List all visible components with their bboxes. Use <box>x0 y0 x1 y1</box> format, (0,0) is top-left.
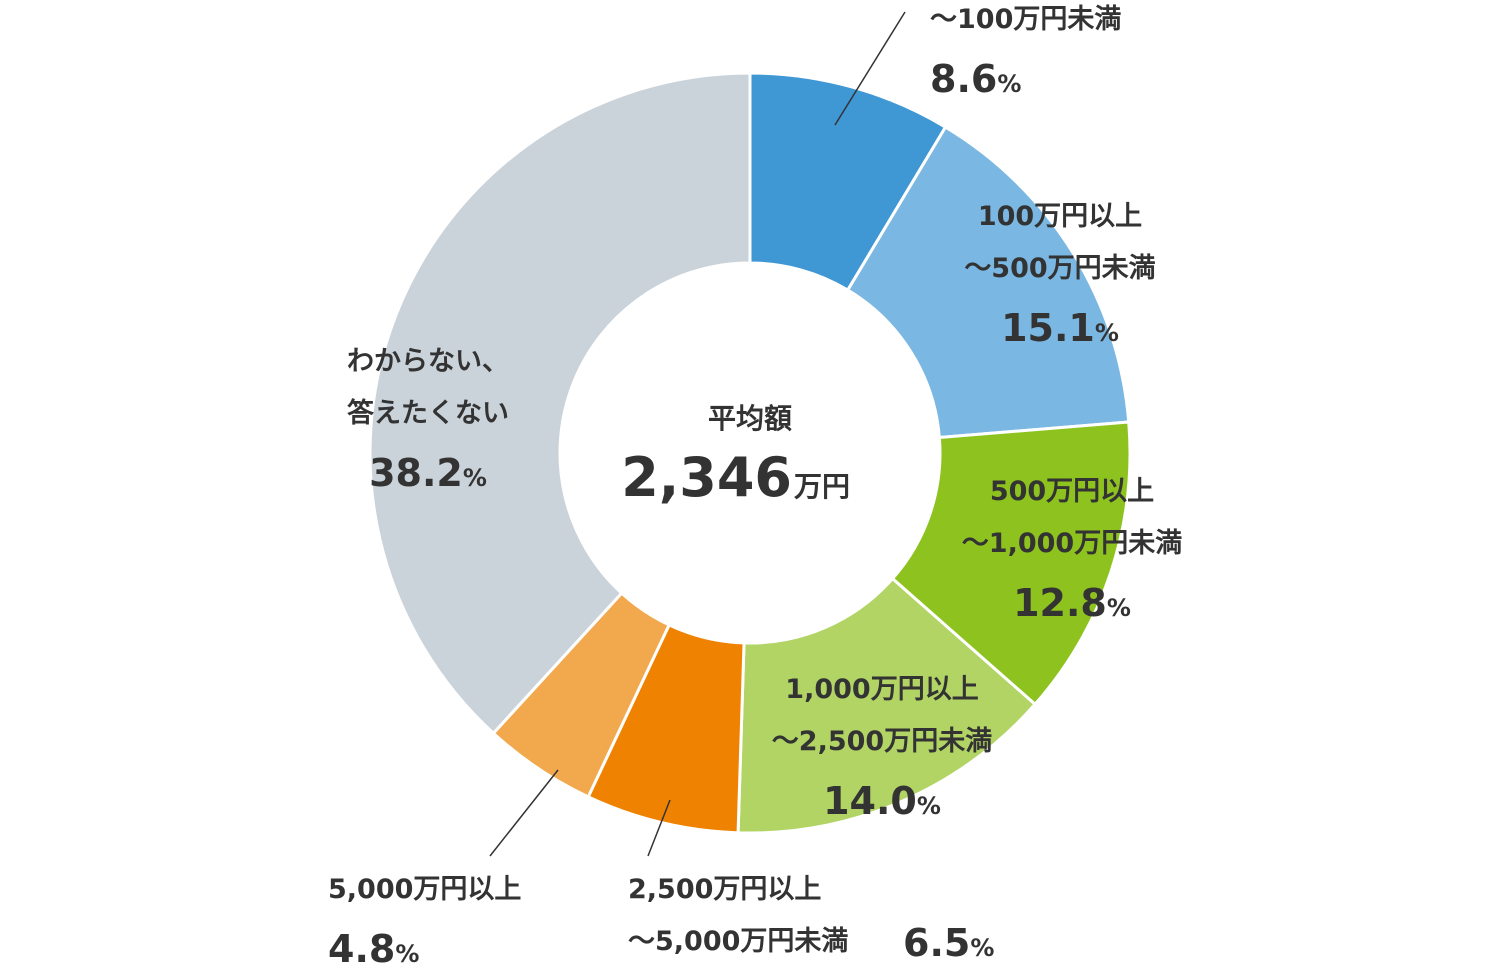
slice-value-6: 38.2% <box>369 451 487 495</box>
leader-line-4 <box>647 799 671 857</box>
slice-value-4: 6.5% <box>903 921 994 965</box>
slice-label-1-line-0: 100万円以上 <box>978 201 1142 232</box>
slice-label-3-line-1: ～2,500万円未満 <box>772 726 992 757</box>
slice-label-2-line-1: ～1,000万円未満 <box>962 528 1182 559</box>
slice-value-2: 12.8% <box>1013 581 1131 625</box>
slice-label-6-line-1: 答えたくない <box>347 397 509 429</box>
center-unit: 万円 <box>794 470 850 503</box>
slice-label-6-line-0: わからない、 <box>347 346 509 377</box>
slice-value-1: 15.1% <box>1001 306 1119 350</box>
slice-value-0: 8.6% <box>930 57 1021 101</box>
labels-group: ～100万円未満 8.6% 100万円以上 ～500万円未満 15.1% 500万円以上 ～… <box>328 4 1182 971</box>
slice-label-4-line-1: ～5,000万円未満 <box>628 926 848 957</box>
slice-2 <box>890 420 1132 707</box>
leader-line-5 <box>489 769 559 857</box>
slice-value-3: 14.0% <box>823 779 941 823</box>
slices-group <box>368 71 1132 835</box>
slice-label-1-line-1: ～500万円未満 <box>964 253 1155 284</box>
slice-label-3-line-0: 1,000万円以上 <box>785 674 978 705</box>
leader-lines-group <box>489 11 906 857</box>
slice-label-2-line-0: 500万円以上 <box>990 476 1154 507</box>
slice-label-0-line-0: ～100万円未満 <box>930 4 1121 35</box>
slice-value-5: 4.8% <box>328 927 419 971</box>
slice-label-4-line-0: 2,500万円以上 <box>628 874 821 905</box>
center-title: 平均額 <box>708 402 792 435</box>
slice-label-5-line-0: 5,000万円以上 <box>328 874 521 905</box>
slice-6 <box>368 71 752 736</box>
slice-3 <box>736 576 1038 835</box>
center-value: 2,346 <box>621 446 792 509</box>
slice-1 <box>845 125 1131 440</box>
center-summary: 平均額 2,346 万円 <box>621 402 850 509</box>
leader-line-0 <box>834 11 906 126</box>
